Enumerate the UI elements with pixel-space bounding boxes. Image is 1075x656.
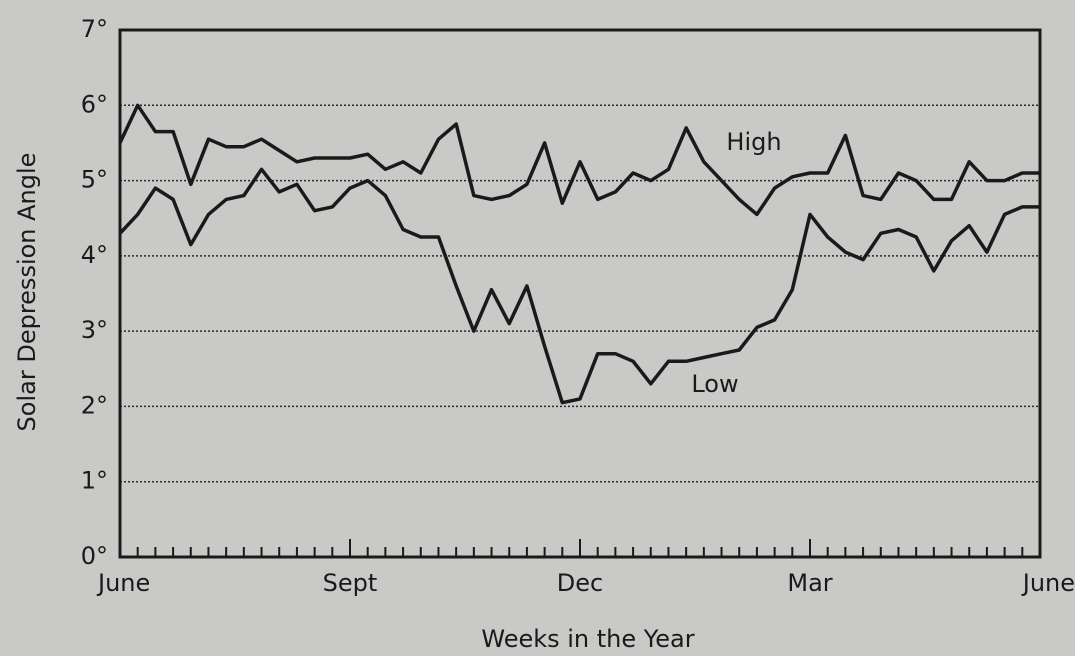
plot-frame xyxy=(118,28,1042,559)
y-axis-title: Solar Depression Angle xyxy=(13,153,41,432)
y-tick-label: 1° xyxy=(81,467,108,495)
series-label: High xyxy=(726,128,781,156)
y-tick-label: 0° xyxy=(81,542,108,570)
x-tick-label: Sept xyxy=(323,569,378,597)
y-tick-label: 5° xyxy=(81,166,108,194)
y-tick-label: 7° xyxy=(81,15,108,43)
x-tick-label: June xyxy=(1021,569,1075,597)
y-tick-label: 4° xyxy=(81,241,108,269)
x-tick-label: Mar xyxy=(787,569,832,597)
y-tick-label: 2° xyxy=(81,391,108,419)
series-line xyxy=(118,103,1040,217)
y-tick-label: 3° xyxy=(81,316,108,344)
series-label: Low xyxy=(691,370,738,398)
y-tick-label: 6° xyxy=(81,90,108,118)
series-line xyxy=(118,167,1040,405)
x-tick-label: June xyxy=(96,569,150,597)
x-tick-label: Dec xyxy=(557,569,603,597)
x-axis-title: Weeks in the Year xyxy=(481,625,694,653)
